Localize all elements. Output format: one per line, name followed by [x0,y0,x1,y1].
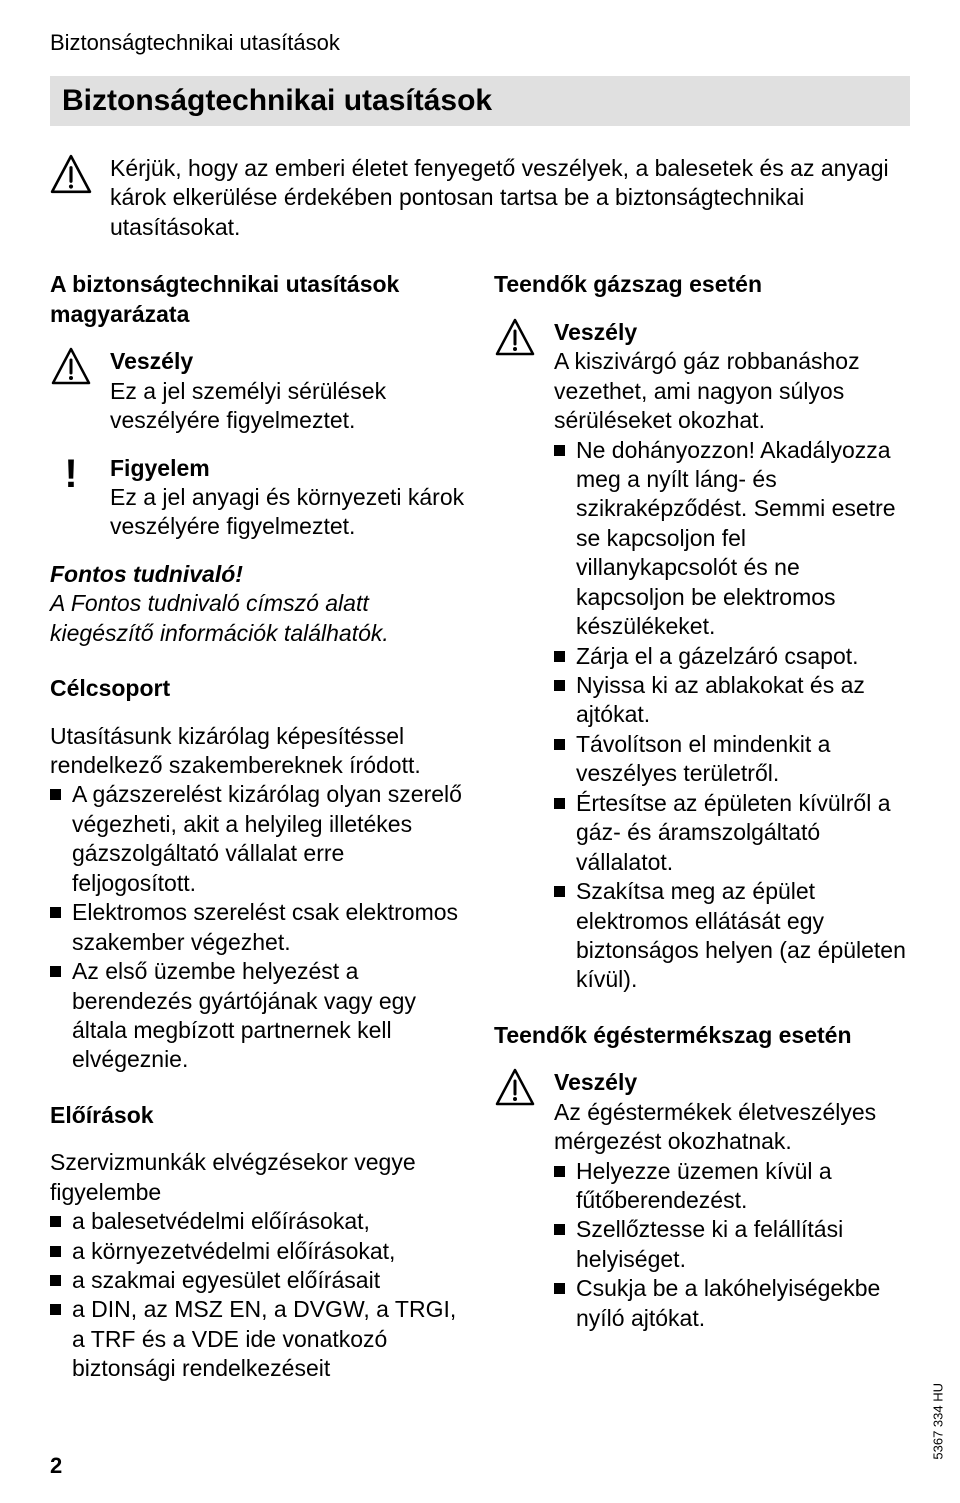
list-item: Szakítsa meg az épület elektromos ellátá… [554,877,910,995]
gas-danger-list: Ne dohányozzon! Akadályozza meg a nyílt … [554,436,910,995]
target-intro: Utasításunk kizárólag képesítéssel rende… [50,722,466,781]
page-title: Biztonságtechnikai utasítások [50,76,910,126]
list-item: a szakmai egyesület előírásait [50,1266,466,1295]
list-item: a környezetvédelmi előírásokat, [50,1237,466,1266]
attention-text: Ez a jel anyagi és környezeti károk vesz… [110,483,466,542]
list-item: Távolítson el mindenkit a veszélyes terü… [554,730,910,789]
danger-text: Ez a jel személyi sérülések veszélyére f… [110,377,466,436]
gas-danger-label: Veszély [554,318,910,347]
intro-block: Kérjük, hogy az emberi életet fenyegető … [50,154,910,242]
target-list: A gázszerelést kizárólag olyan szerelő v… [50,780,466,1074]
attention-block: ! Figyelem Ez a jel anyagi és környezeti… [50,454,466,542]
regs-heading: Előírások [50,1101,466,1130]
flue-danger-text: Az égéstermékek életveszélyes mérgezést … [554,1098,910,1157]
gas-danger-text: A kiszivárgó gáz robbanáshoz vezethet, a… [554,347,910,435]
left-column: A biztonságtechnikai utasítások magyaráz… [50,270,466,1383]
warning-triangle-icon [495,318,535,358]
page: Biztonságtechnikai utasítások Biztonságt… [0,0,960,1503]
list-item: Értesítse az épületen kívülről a gáz- és… [554,789,910,877]
list-item: a DIN, az MSZ EN, a DVGW, a TRGI, a TRF … [50,1295,466,1383]
explain-heading: A biztonságtechnikai utasítások magyaráz… [50,270,466,329]
list-item: Ne dohányozzon! Akadályozza meg a nyílt … [554,436,910,642]
side-code: 5367 334 HU [931,1383,946,1460]
danger-block: Veszély Ez a jel személyi sérülések vesz… [50,347,466,435]
right-column: Teendők gázszag esetén Veszély A kiszivá… [494,270,910,1383]
intro-text: Kérjük, hogy az emberi életet fenyegető … [110,154,910,242]
gas-heading: Teendők gázszag esetén [494,270,910,299]
running-head: Biztonságtechnikai utasítások [50,30,910,56]
gas-danger-block: Veszély A kiszivárgó gáz robbanáshoz vez… [494,318,910,995]
list-item: Helyezze üzemen kívül a fűtőberendezést. [554,1157,910,1216]
list-item: Az első üzembe helyezést a berendezés gy… [50,957,466,1075]
list-item: Elektromos szerelést csak elektromos sza… [50,898,466,957]
note-text: A Fontos tudnivaló címszó alatt kiegészí… [50,589,466,648]
warning-triangle-icon [495,1068,535,1108]
regs-intro: Szervizmunkák elvégzésekor vegye figyele… [50,1148,466,1207]
list-item: Zárja el a gázelzáró csapot. [554,642,910,671]
page-number: 2 [50,1453,62,1479]
regs-list: a balesetvédelmi előírásokat, a környeze… [50,1207,466,1384]
flue-danger-block: Veszély Az égéstermékek életveszélyes mé… [494,1068,910,1333]
note-label: Fontos tudnivaló! [50,560,466,589]
danger-label: Veszély [110,347,466,376]
list-item: Szellőztesse ki a felállítási helyiséget… [554,1215,910,1274]
two-column-layout: A biztonságtechnikai utasítások magyaráz… [50,270,910,1383]
warning-triangle-icon [51,347,91,387]
flue-danger-list: Helyezze üzemen kívül a fűtőberendezést.… [554,1157,910,1334]
flue-danger-label: Veszély [554,1068,910,1097]
list-item: A gázszerelést kizárólag olyan szerelő v… [50,780,466,898]
target-heading: Célcsoport [50,674,466,703]
attention-label: Figyelem [110,454,466,483]
list-item: Nyissa ki az ablakokat és az ajtókat. [554,671,910,730]
warning-triangle-icon [50,154,92,196]
exclamation-icon: ! [64,454,77,494]
flue-heading: Teendők égéstermékszag esetén [494,1021,910,1050]
list-item: Csukja be a lakóhelyiségekbe nyíló ajtók… [554,1274,910,1333]
list-item: a balesetvédelmi előírásokat, [50,1207,466,1236]
